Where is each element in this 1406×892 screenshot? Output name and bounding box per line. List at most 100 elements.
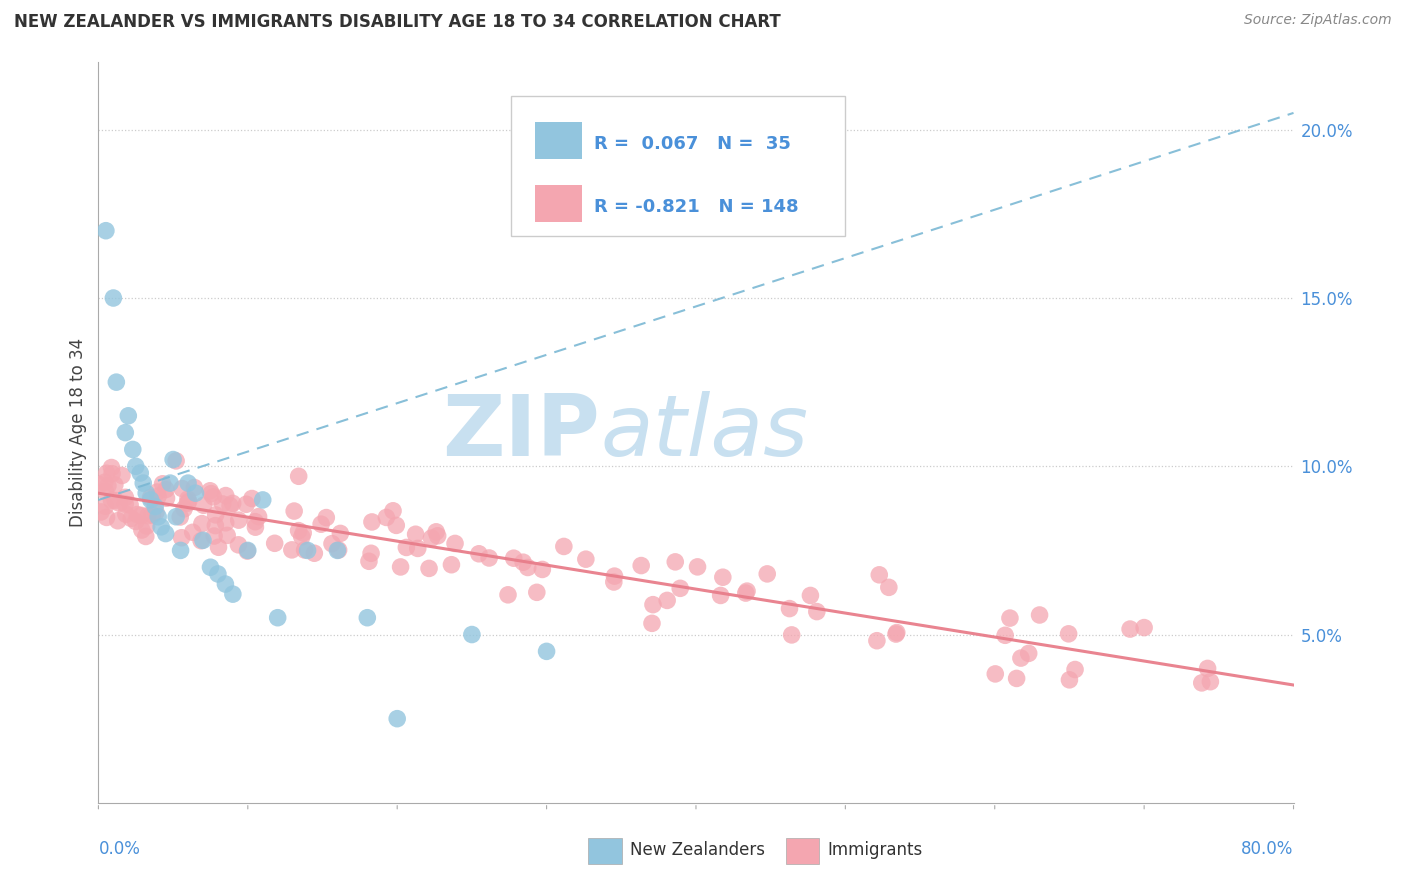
Point (240, 491, 263, 506)
Text: ZIP: ZIP (443, 391, 600, 475)
Point (105, 375, 128, 389)
Point (177, 494, 200, 508)
Point (155, 526, 177, 541)
Point (193, 498, 215, 512)
Point (603, 569, 626, 583)
Point (217, 528, 239, 542)
Point (868, 567, 890, 582)
Text: New Zealanders: New Zealanders (630, 841, 765, 859)
Point (150, 520, 173, 534)
Point (215, 516, 238, 530)
Point (734, 586, 756, 600)
Point (1199, 674, 1222, 689)
Point (228, 513, 250, 527)
Point (135, 486, 157, 500)
Point (779, 601, 801, 615)
Point (181, 525, 204, 540)
Text: R =  0.067   N =  35: R = 0.067 N = 35 (595, 135, 792, 153)
Point (121, 442, 143, 457)
Point (198, 483, 221, 498)
Point (177, 492, 200, 507)
Point (100, 493, 122, 508)
Point (328, 543, 350, 558)
Point (468, 547, 491, 561)
FancyBboxPatch shape (589, 838, 621, 863)
Point (155, 491, 177, 506)
Point (418, 561, 440, 575)
Point (245, 520, 267, 534)
Point (204, 518, 226, 533)
FancyBboxPatch shape (534, 186, 582, 221)
Point (236, 544, 259, 558)
Point (204, 508, 226, 522)
Point (1119, 622, 1142, 636)
Point (129, 508, 152, 523)
Point (214, 577, 236, 591)
Point (146, 485, 169, 500)
Point (657, 593, 679, 607)
Point (125, 515, 148, 529)
Point (89, 477, 111, 491)
Point (1005, 672, 1028, 686)
Point (756, 566, 779, 581)
Point (155, 483, 177, 497)
Point (202, 529, 225, 543)
Point (191, 516, 214, 531)
Point (526, 585, 548, 599)
Point (1018, 646, 1040, 660)
Point (200, 560, 222, 574)
Point (139, 492, 162, 507)
Point (866, 633, 889, 648)
Point (90, 505, 112, 519)
Point (669, 582, 692, 596)
FancyBboxPatch shape (786, 838, 820, 863)
Text: 80.0%: 80.0% (1241, 840, 1294, 858)
Point (145, 505, 167, 519)
Point (215, 489, 238, 503)
Point (107, 514, 129, 528)
Point (603, 574, 626, 589)
FancyBboxPatch shape (510, 95, 845, 236)
Point (664, 555, 686, 569)
Point (641, 616, 664, 631)
Point (444, 536, 467, 550)
Point (111, 468, 134, 483)
Point (135, 519, 157, 533)
Point (120, 498, 142, 512)
Point (806, 605, 828, 619)
Point (281, 542, 304, 557)
Point (104, 493, 127, 508)
Point (360, 546, 382, 560)
Text: Source: ZipAtlas.com: Source: ZipAtlas.com (1244, 13, 1392, 28)
Text: NEW ZEALANDER VS IMMIGRANTS DISABILITY AGE 18 TO 34 CORRELATION CHART: NEW ZEALANDER VS IMMIGRANTS DISABILITY A… (14, 13, 780, 31)
Point (200, 486, 222, 500)
Point (93, 475, 115, 490)
Point (191, 533, 214, 548)
Point (97, 479, 120, 493)
Point (94, 224, 117, 238)
Point (131, 523, 153, 537)
Point (315, 510, 337, 524)
Point (710, 589, 733, 603)
Point (252, 492, 274, 507)
Point (389, 560, 412, 574)
Point (162, 452, 184, 467)
Point (1064, 663, 1087, 677)
Point (877, 580, 900, 594)
Point (321, 536, 343, 550)
Text: 0.0%: 0.0% (98, 840, 141, 858)
Point (405, 527, 427, 541)
Point (357, 554, 380, 568)
Point (536, 644, 558, 658)
Point (127, 508, 149, 522)
Point (108, 496, 131, 510)
Point (304, 546, 326, 560)
Point (375, 510, 398, 524)
Point (283, 504, 305, 518)
Point (141, 508, 163, 522)
Point (190, 533, 212, 548)
Point (516, 560, 538, 574)
Point (263, 536, 285, 550)
Point (1010, 651, 1032, 665)
Point (425, 524, 447, 539)
